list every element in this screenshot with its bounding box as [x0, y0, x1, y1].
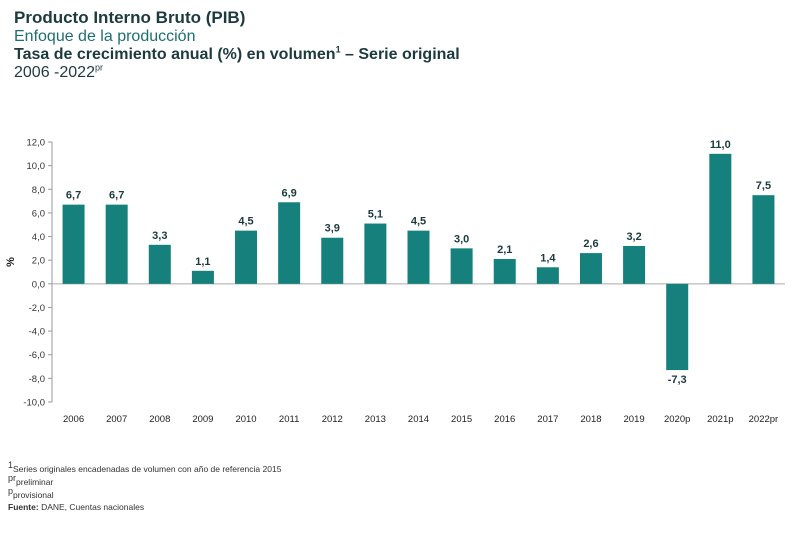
- y-tick-label: 0,0: [32, 279, 45, 290]
- y-tick-label: 8,0: [32, 185, 45, 196]
- metric-text: Tasa de crecimiento anual (%) en volumen: [14, 45, 336, 63]
- footnote-pr-text: preliminar: [16, 476, 54, 487]
- y-tick-label: -8,0: [29, 374, 45, 385]
- y-tick-label: -4,0: [29, 327, 45, 338]
- footnote-p-mark: p: [8, 485, 14, 496]
- value-label: 6,7: [109, 190, 124, 202]
- footnote-provisional: pprovisional: [8, 485, 281, 502]
- value-label: 3,3: [152, 230, 167, 242]
- x-tick-label: 2009: [192, 414, 213, 425]
- bar-2021p: [709, 153, 732, 284]
- x-tick-label: 2021p: [707, 414, 733, 425]
- y-tick-label: 12,0: [27, 138, 46, 149]
- x-tick-label: 2014: [408, 414, 429, 425]
- y-tick-label: 4,0: [32, 232, 45, 243]
- value-label: 4,5: [238, 216, 253, 228]
- x-tick-label: 2018: [580, 414, 601, 425]
- x-tick-label: 2015: [451, 414, 472, 425]
- value-label: 2,6: [583, 238, 598, 250]
- value-label: 4,5: [411, 216, 426, 228]
- bar-2018: [579, 253, 602, 284]
- metric-suffix: – Serie original: [340, 45, 460, 63]
- x-tick-label: 2006: [63, 414, 84, 425]
- bar-2006: [62, 204, 85, 284]
- y-axis: 12,0 10,0 8,0 6,0 4,0 2,0 0,0 -2,0 -4,0 -6,0 -8,0 -…: [23, 138, 785, 409]
- value-label: 3,0: [454, 233, 469, 245]
- footnote-1-text: Series originales encadenadas de volumen…: [13, 464, 282, 474]
- source-label: Fuente:: [8, 502, 39, 513]
- chart-metric-title: Tasa de crecimiento anual (%) en volumen…: [14, 44, 460, 64]
- y-tick-label: -2,0: [29, 303, 45, 314]
- bar-2012: [321, 237, 344, 284]
- x-tick-label: 2007: [106, 414, 127, 425]
- footnote-pr-mark: pr: [8, 472, 17, 483]
- bar-2010: [235, 230, 258, 284]
- bar-2017: [536, 267, 559, 284]
- value-label: 7,5: [756, 180, 771, 192]
- footnote-preliminar: prpreliminar: [8, 472, 281, 489]
- y-tick-label: 6,0: [32, 208, 45, 219]
- metric-footnote-mark: 1: [335, 44, 341, 55]
- bar-2015: [450, 248, 473, 284]
- x-tick-label: 2019: [624, 414, 645, 425]
- value-label: 3,9: [325, 223, 340, 235]
- source-line: Fuente: DANE, Cuentas nacionales: [8, 501, 281, 514]
- x-tick-label: 2020p: [664, 414, 690, 425]
- x-tick-label: 2010: [235, 414, 256, 425]
- bar-2022pr: [752, 195, 775, 284]
- bar-2007: [105, 204, 128, 284]
- chart-title: Producto Interno Bruto (PIB): [14, 8, 246, 27]
- value-label: 1,1: [195, 256, 210, 268]
- value-label: 5,1: [368, 209, 383, 221]
- bar-2008: [148, 244, 171, 284]
- x-tick-label: 2008: [149, 414, 170, 425]
- x-tick-label: 2017: [537, 414, 558, 425]
- bar-2009: [191, 270, 214, 284]
- footnotes: 1Series originales encadenadas de volume…: [8, 460, 282, 514]
- source-text: DANE, Cuentas nacionales: [38, 502, 145, 513]
- bar-2013: [364, 223, 387, 284]
- x-tick-label: 2012: [322, 414, 343, 425]
- bars: 6,7 6,7 3,3 1,1 4,5 6,9 3,9 5,1 4,5 3,0 2,1 1,4 2,6 3…: [62, 139, 775, 386]
- x-tick-label: 2016: [494, 414, 515, 425]
- bar-2011: [278, 202, 301, 284]
- bar-chart: 12,0 10,0 8,0 6,0 4,0 2,0 0,0 -2,0 -4,0 -6,0 -8,0 -…: [5, 138, 785, 425]
- value-label: -7,3: [668, 374, 687, 386]
- x-axis: 2006 2007 2008 2009 2010 2011 2012 2013 2014 2015…: [63, 414, 778, 425]
- y-tick-label: -10,0: [23, 398, 45, 409]
- y-tick-label: 2,0: [32, 256, 45, 267]
- y-tick-label: 10,0: [27, 161, 46, 172]
- y-axis-title: %: [5, 257, 17, 267]
- x-tick-label: 2011: [279, 414, 299, 425]
- value-label: 1,4: [540, 252, 556, 264]
- x-tick-label: 2022pr: [749, 414, 779, 425]
- x-tick-label: 2013: [365, 414, 386, 425]
- y-tick-label: -6,0: [29, 350, 45, 361]
- chart-period: 2006 -2022pr: [14, 64, 460, 82]
- value-label: 3,2: [626, 231, 641, 243]
- chart-header: Producto Interno Bruto (PIB) Enfoque de …: [14, 8, 460, 83]
- bar-2016: [493, 259, 516, 284]
- footnote-1: 1Series originales encadenadas de volume…: [8, 460, 282, 476]
- period-text: 2006 -2022: [14, 64, 95, 82]
- bar-2019: [623, 246, 646, 284]
- bar-2020p: [666, 283, 689, 371]
- footnote-1-mark: 1: [8, 460, 14, 471]
- value-label: 2,1: [497, 244, 512, 256]
- chart-subtitle: Enfoque de la producción: [14, 27, 196, 45]
- period-mark: pr: [94, 63, 103, 73]
- value-label: 6,9: [281, 187, 296, 199]
- bar-2014: [407, 230, 430, 284]
- value-label: 11,0: [710, 139, 731, 151]
- value-label: 6,7: [66, 190, 81, 202]
- footnote-p-text: provisional: [13, 489, 54, 500]
